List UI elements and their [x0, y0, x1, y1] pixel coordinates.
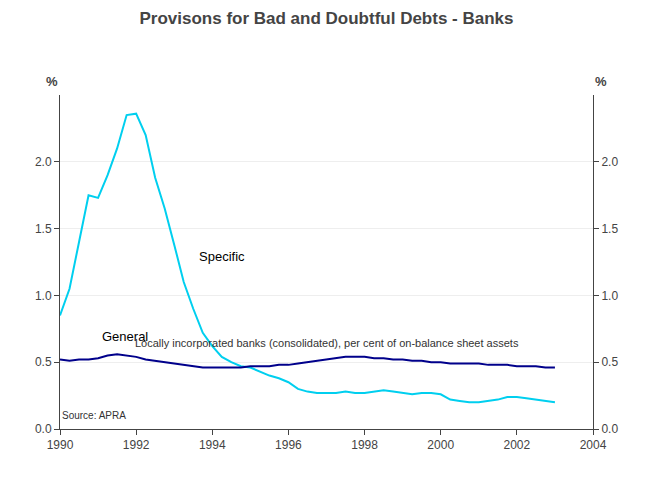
svg-text:1998: 1998: [351, 438, 378, 452]
svg-text:0.5: 0.5: [601, 355, 618, 369]
svg-text:Specific: Specific: [199, 249, 245, 264]
svg-text:%: %: [595, 74, 607, 89]
svg-text:1990: 1990: [47, 438, 74, 452]
svg-text:1.0: 1.0: [601, 289, 618, 303]
svg-text:2000: 2000: [427, 438, 454, 452]
svg-text:1.5: 1.5: [601, 222, 618, 236]
svg-text:1.5: 1.5: [35, 222, 52, 236]
svg-text:Provisons for Bad and Doubtful: Provisons for Bad and Doubtful Debts - B…: [139, 9, 513, 28]
svg-text:Source: APRA: Source: APRA: [62, 410, 126, 421]
svg-text:1996: 1996: [275, 438, 302, 452]
svg-text:0.0: 0.0: [601, 422, 618, 436]
svg-text:2.0: 2.0: [35, 155, 52, 169]
svg-text:Locally incorporated banks (co: Locally incorporated banks (consolidated…: [135, 337, 519, 349]
svg-text:2.0: 2.0: [601, 155, 618, 169]
svg-text:2004: 2004: [580, 438, 607, 452]
svg-text:1.0: 1.0: [35, 289, 52, 303]
svg-text:%: %: [46, 74, 58, 89]
svg-text:1994: 1994: [199, 438, 226, 452]
svg-text:General: General: [102, 329, 148, 344]
svg-text:0.0: 0.0: [35, 422, 52, 436]
svg-text:2002: 2002: [504, 438, 531, 452]
svg-text:1992: 1992: [123, 438, 150, 452]
svg-text:0.5: 0.5: [35, 355, 52, 369]
